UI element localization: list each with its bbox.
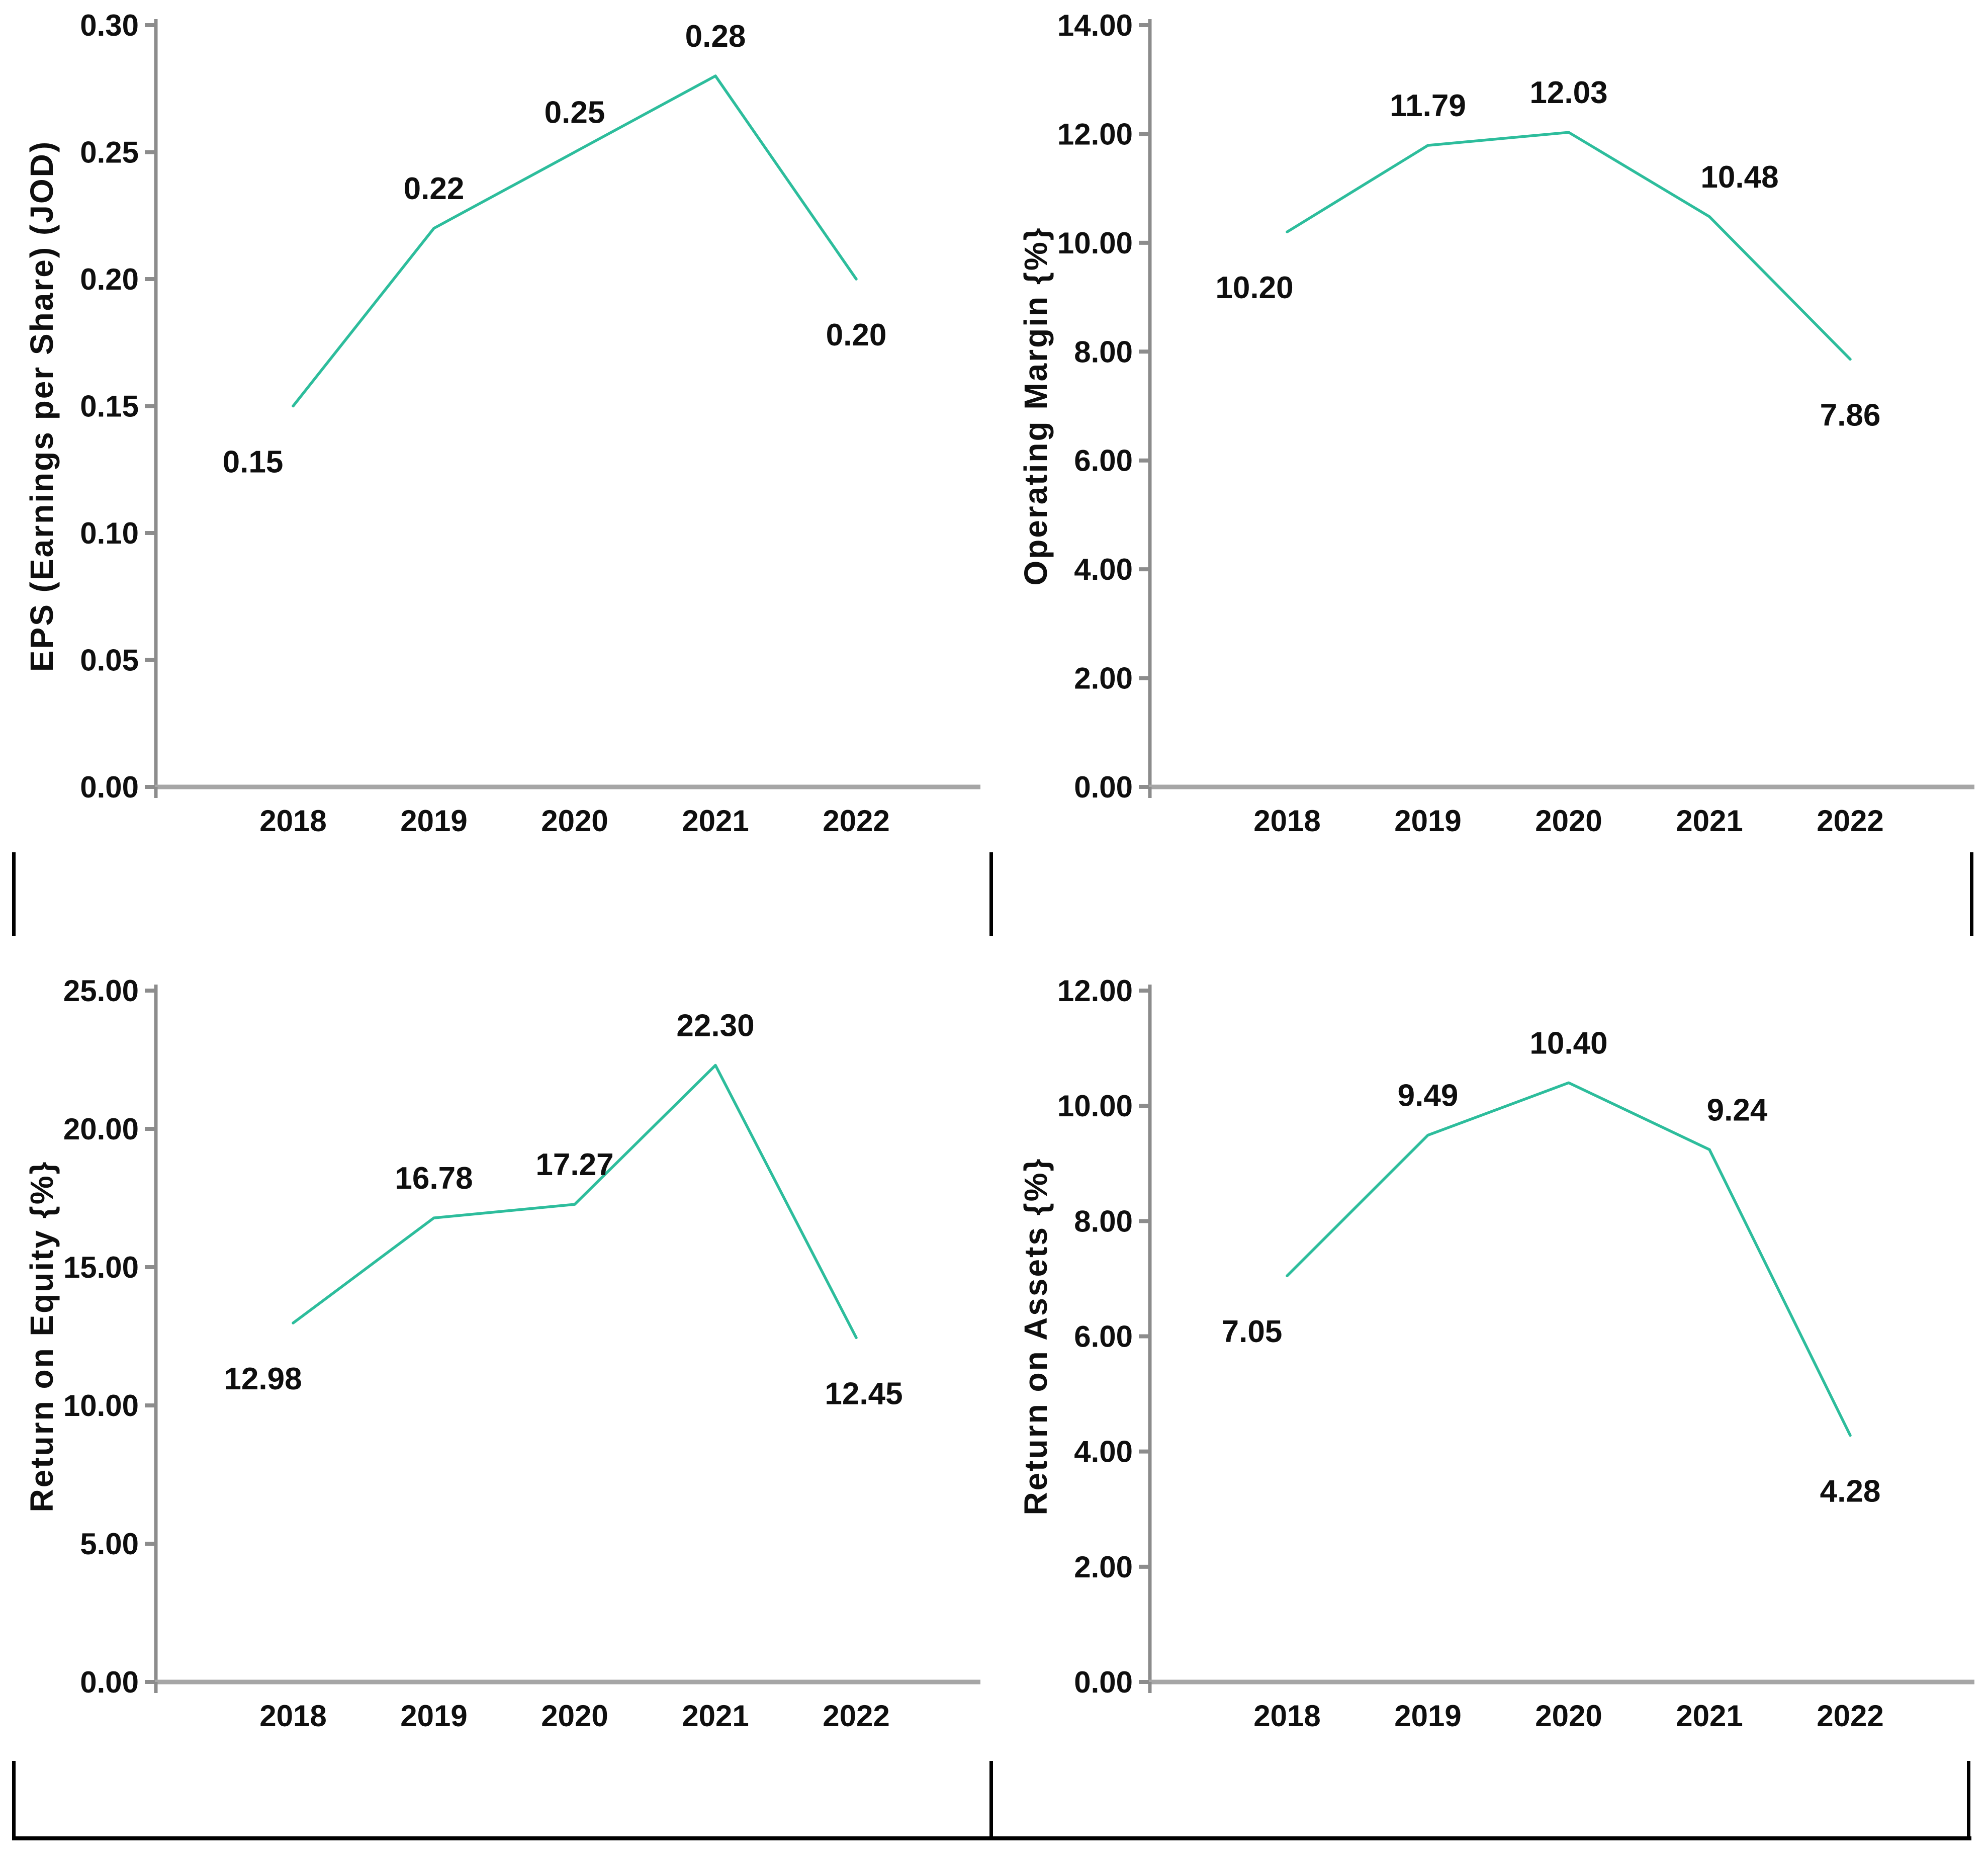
chart-panel-return-on-assets: 0.00 2.00 4.00 6.00 8.00 10.00 12.00 2018 2019 20… [994, 930, 1988, 1861]
table-border-fragment-middle-right [1970, 852, 1973, 936]
x-tick-label: 2018 [1253, 804, 1320, 838]
data-point-label: 11.79 [1390, 88, 1466, 123]
series-line [292, 74, 858, 408]
data-point-label: 22.30 [676, 1009, 754, 1043]
data-point-label: 12.45 [825, 1376, 902, 1411]
data-point-label: 4.28 [1820, 1474, 1881, 1509]
chart-panel-operating-margin: 0.00 2.00 4.00 6.00 8.00 10.00 12.00 14.00 2018 2… [994, 0, 1988, 931]
y-tick-label: 25.00 [63, 974, 139, 1008]
y-axis-title: EPS (Earnings per Share) (JOD) [24, 140, 60, 672]
data-point-label: 12.98 [224, 1362, 302, 1396]
data-point-label: 16.78 [395, 1161, 473, 1196]
y-tick-label: 4.00 [1074, 553, 1133, 586]
x-tick-label: 2021 [682, 1699, 749, 1733]
table-border-fragment-bottom-left [12, 1761, 16, 1837]
x-tick-label: 2021 [1676, 804, 1743, 838]
x-tick-label: 2022 [823, 804, 889, 838]
y-tick-label: 8.00 [1074, 1204, 1133, 1238]
y-tick-label: 0.30 [80, 9, 139, 42]
data-point-label: 7.86 [1820, 398, 1881, 432]
x-tick-label: 2018 [259, 1699, 326, 1733]
y-tick-label: 0.00 [80, 770, 139, 804]
data-point-label: 10.40 [1529, 1026, 1607, 1060]
table-border-fragment-bottom-center [989, 1761, 993, 1837]
data-point-label: 10.48 [1700, 160, 1778, 195]
data-point-label: 0.20 [826, 318, 887, 352]
x-tick-label: 2022 [1817, 1699, 1883, 1733]
y-tick-label: 14.00 [1057, 9, 1133, 42]
x-tick-label: 2020 [1535, 804, 1602, 838]
y-tick-label: 12.00 [1057, 974, 1133, 1008]
table-border-fragment-bottom-right [1967, 1761, 1970, 1837]
series-line [1286, 131, 1852, 361]
y-axis-title: Return on Equity {%} [24, 1160, 60, 1512]
y-tick-label: 0.20 [80, 262, 139, 296]
x-tick-label: 2020 [541, 1699, 608, 1733]
y-tick-label: 0.10 [80, 516, 139, 550]
x-tick-label: 2022 [823, 1699, 889, 1733]
y-tick-label: 15.00 [63, 1251, 139, 1284]
chart-panel-return-on-equity: 0.00 5.00 10.00 15.00 20.00 25.00 2018 2019 2020… [0, 930, 994, 1861]
y-tick-label: 10.00 [1057, 1089, 1133, 1123]
y-tick-label: 8.00 [1074, 335, 1133, 369]
y-tick-label: 4.00 [1074, 1435, 1133, 1469]
y-tick-label: 0.00 [1074, 1665, 1133, 1699]
y-tick-label: 0.15 [80, 390, 139, 423]
y-tick-label: 0.25 [80, 136, 139, 169]
x-tick-label: 2022 [1817, 804, 1883, 838]
y-tick-label: 12.00 [1057, 117, 1133, 151]
series-line [1286, 1081, 1852, 1437]
y-tick-label: 0.05 [80, 644, 139, 677]
x-tick-label: 2018 [1253, 1699, 1320, 1733]
table-border-fragment-bottom-rule [12, 1836, 1971, 1840]
x-tick-label: 2019 [400, 804, 467, 838]
data-point-label: 17.27 [535, 1147, 613, 1182]
x-tick-label: 2021 [682, 804, 749, 838]
y-tick-label: 0.00 [1074, 770, 1133, 804]
y-tick-label: 10.00 [1057, 226, 1133, 260]
y-tick-label: 2.00 [1074, 662, 1133, 695]
y-tick-label: 6.00 [1074, 1320, 1133, 1354]
data-point-label: 10.20 [1215, 271, 1293, 305]
data-point-label: 0.25 [545, 96, 605, 130]
y-tick-label: 20.00 [63, 1112, 139, 1146]
table-border-fragment-middle-left [12, 852, 16, 936]
data-point-label: 0.28 [685, 19, 746, 54]
y-tick-label: 2.00 [1074, 1550, 1133, 1584]
x-tick-label: 2019 [400, 1699, 467, 1733]
operating-margin-line-chart: 0.00 2.00 4.00 6.00 8.00 10.00 12.00 14.00 2018 2… [1018, 9, 1974, 838]
y-tick-label: 6.00 [1074, 444, 1133, 478]
data-point-label: 12.03 [1529, 75, 1607, 110]
eps-line-chart: 0.00 0.05 0.10 0.15 0.20 0.25 0.30 2018 2019 2020… [24, 9, 980, 838]
x-tick-label: 2021 [1676, 1699, 1743, 1733]
y-axis-title: Return on Assets {%} [1018, 1158, 1054, 1516]
x-tick-label: 2018 [259, 804, 326, 838]
x-tick-label: 2020 [1535, 1699, 1602, 1733]
table-border-fragment-middle-center [989, 852, 993, 936]
x-tick-label: 2020 [541, 804, 608, 838]
data-point-label: 0.15 [223, 445, 284, 480]
data-point-label: 7.05 [1222, 1314, 1283, 1349]
y-axis-title: Operating Margin {%} [1018, 226, 1054, 585]
data-point-label: 9.49 [1398, 1079, 1459, 1113]
y-tick-label: 0.00 [80, 1665, 139, 1699]
chart-panel-eps: 0.00 0.05 0.10 0.15 0.20 0.25 0.30 2018 2019 2020… [0, 0, 994, 931]
x-tick-label: 2019 [1394, 804, 1461, 838]
y-tick-label: 5.00 [80, 1527, 139, 1561]
y-tick-label: 10.00 [63, 1389, 139, 1423]
return-on-assets-line-chart: 0.00 2.00 4.00 6.00 8.00 10.00 12.00 2018 2019 20… [1018, 974, 1974, 1733]
x-tick-label: 2019 [1394, 1699, 1461, 1733]
data-point-label: 9.24 [1707, 1093, 1768, 1127]
return-on-equity-line-chart: 0.00 5.00 10.00 15.00 20.00 25.00 2018 2019 2020… [24, 974, 980, 1733]
data-point-label: 0.22 [404, 171, 465, 206]
series-line [292, 1064, 858, 1339]
